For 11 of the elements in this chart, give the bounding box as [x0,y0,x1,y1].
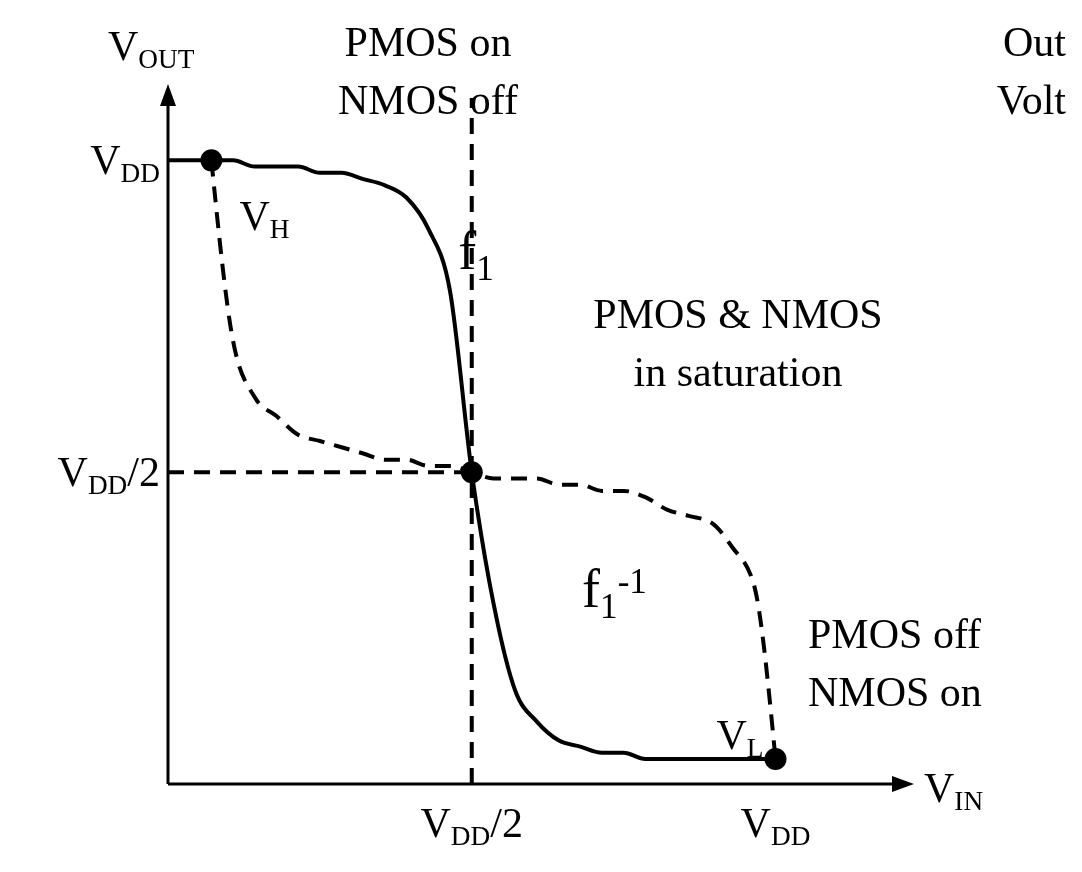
text: V$_{DD}$ [90,137,160,189]
annotation: PMOS off NMOS on [808,611,982,715]
series-label: f$_{1}$ [458,220,494,288]
text: V$_{DD}$/2 [57,449,160,501]
annotation: V$_{H}$ [239,193,290,245]
annotation: V$_{L}$ [716,712,764,764]
y-axis-title: V$_{OUT}$ [108,23,195,75]
annotation: PMOS & NMOS in saturation [593,291,883,395]
text: Out Volt [996,19,1067,123]
text: PMOS on NMOS off [337,19,519,123]
x-axis-title: V$_{IN}$ [924,765,984,817]
